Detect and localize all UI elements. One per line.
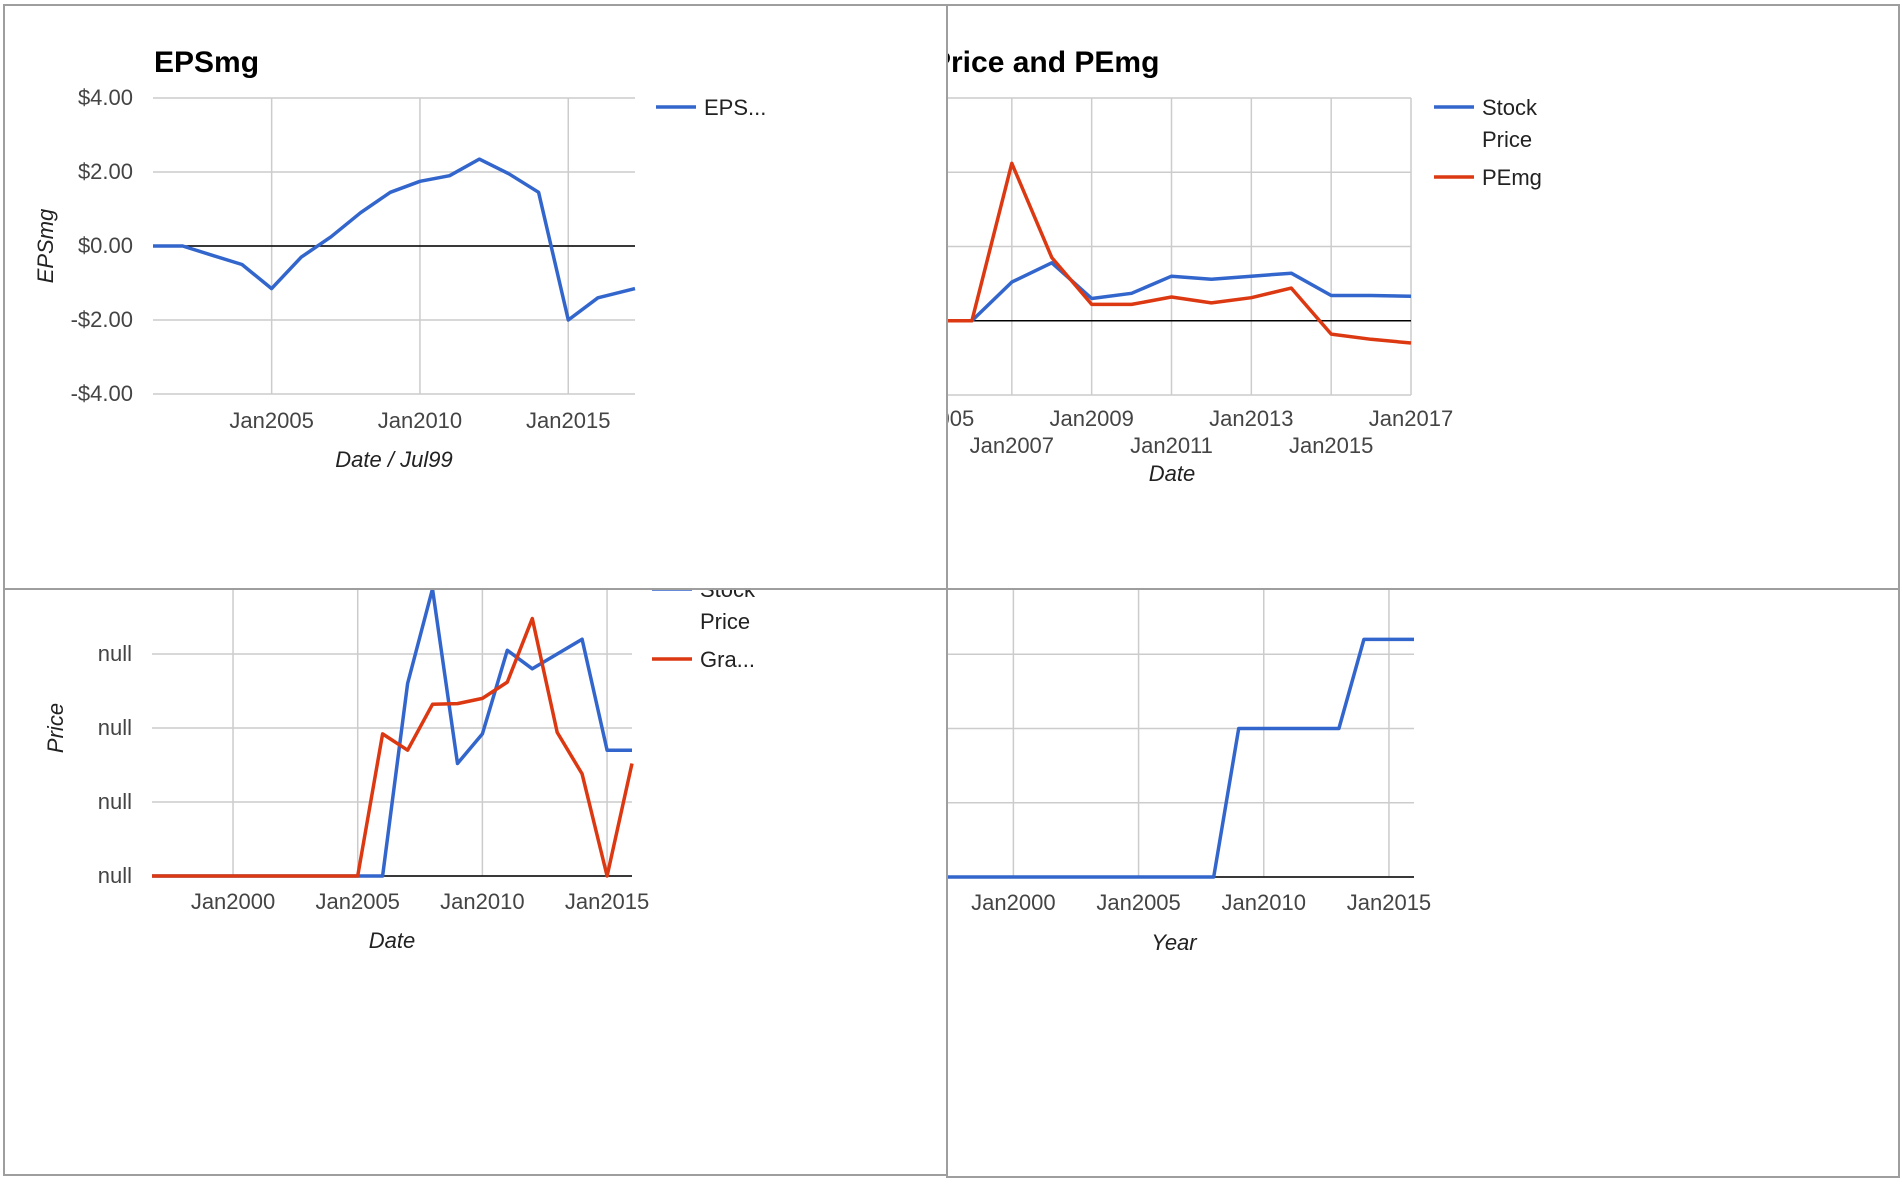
legend-label-line: Stock [700, 590, 756, 602]
legend-label: PEmg [1482, 165, 1542, 190]
series-line-0 [948, 637, 1414, 879]
series-line-stock-price [948, 261, 1412, 323]
x-tick-label: Jan2011 [1130, 433, 1213, 458]
series-line-stock-price [152, 590, 632, 878]
chart-graham-number-and-stock-price[interactable]: Graham Number and Stock Pricenullnullnul… [3, 588, 948, 1176]
legend-label: Stock Price [700, 590, 756, 634]
legend-label: Stock Price [1482, 95, 1538, 152]
series-line-pemg [948, 161, 1412, 345]
x-tick-label: Jan2015 [526, 408, 610, 433]
x-tick-label: Jan2010 [1222, 890, 1306, 915]
y-tick-label: null [98, 590, 132, 592]
series-line-gra- [152, 616, 634, 878]
x-axis-title: Year [1151, 930, 1198, 955]
y-tick-label: $0.00 [78, 233, 133, 258]
chart-dividend-history[interactable]: Dividend History$0.40$0.30$0.20$0.10$0.0… [946, 588, 1900, 1178]
legend-label-line: Price [700, 609, 750, 634]
y-tick-label: -$4.00 [71, 381, 133, 406]
x-axis-title: Date [369, 928, 415, 953]
x-tick-label: Jan2000 [191, 889, 275, 914]
x-tick-label: Jan2009 [1049, 406, 1133, 431]
y-tick-label: null [98, 641, 132, 666]
x-tick-label: Jan2015 [1347, 890, 1431, 915]
y-axis-title: EPSmg [33, 208, 58, 283]
x-tick-label: Jan2005 [948, 406, 974, 431]
chart-epsmg-svg: EPSmg $4.00 $2.00 $0.00 -$2.00 -$4.00 Jan2005 J… [33, 46, 766, 472]
chart-epsmg[interactable]: EPSmg $4.00 $2.00 $0.00 -$2.00 -$4.00 Jan2005 J… [3, 4, 948, 590]
x-tick-label: Jan2010 [378, 408, 462, 433]
y-tick-label: $2.00 [78, 159, 133, 184]
x-tick-label: Jan2005 [316, 889, 400, 914]
chart-price-and-pemg-svg: Price and PEmgnullnullnullnullnullJan200… [948, 46, 1542, 486]
x-tick-label: Jan2007 [970, 433, 1054, 458]
x-tick-label: Jan2013 [1209, 406, 1293, 431]
chart-title: EPSmg [154, 46, 259, 79]
legend-label: Gra... [700, 647, 755, 672]
y-axis-title: Price [43, 703, 68, 753]
chart-graham-number-svg: Graham Number and Stock Pricenullnullnul… [43, 590, 756, 953]
x-tick-label: Jan2000 [971, 890, 1055, 915]
chart-title: Price and PEmg [948, 46, 1159, 79]
legend-label: EPS... [704, 95, 766, 120]
x-tick-label: Jan2015 [1289, 433, 1373, 458]
y-tick-label: -$2.00 [71, 307, 133, 332]
legend-label-line: Stock [1482, 95, 1538, 120]
chart-price-and-pemg[interactable]: Price and PEmgnullnullnullnullnullJan200… [946, 4, 1900, 590]
chart-dividend-history-svg: Dividend History$0.40$0.30$0.20$0.10$0.0… [948, 590, 1431, 955]
x-tick-label: Jan2015 [565, 889, 649, 914]
y-tick-label: null [98, 863, 132, 888]
x-axis-title: Date / Jul99 [335, 447, 452, 472]
x-tick-label: Jan2005 [229, 408, 313, 433]
x-tick-label: Jan2010 [440, 889, 524, 914]
x-axis-title: Date [1149, 461, 1195, 486]
y-tick-label: null [98, 715, 132, 740]
y-tick-label: $4.00 [78, 85, 133, 110]
x-tick-label: Jan2017 [1369, 406, 1453, 431]
legend-label-line: Price [1482, 127, 1532, 152]
y-tick-label: null [98, 789, 132, 814]
x-tick-label: Jan2005 [1096, 890, 1180, 915]
series-line-eps- [153, 157, 636, 322]
